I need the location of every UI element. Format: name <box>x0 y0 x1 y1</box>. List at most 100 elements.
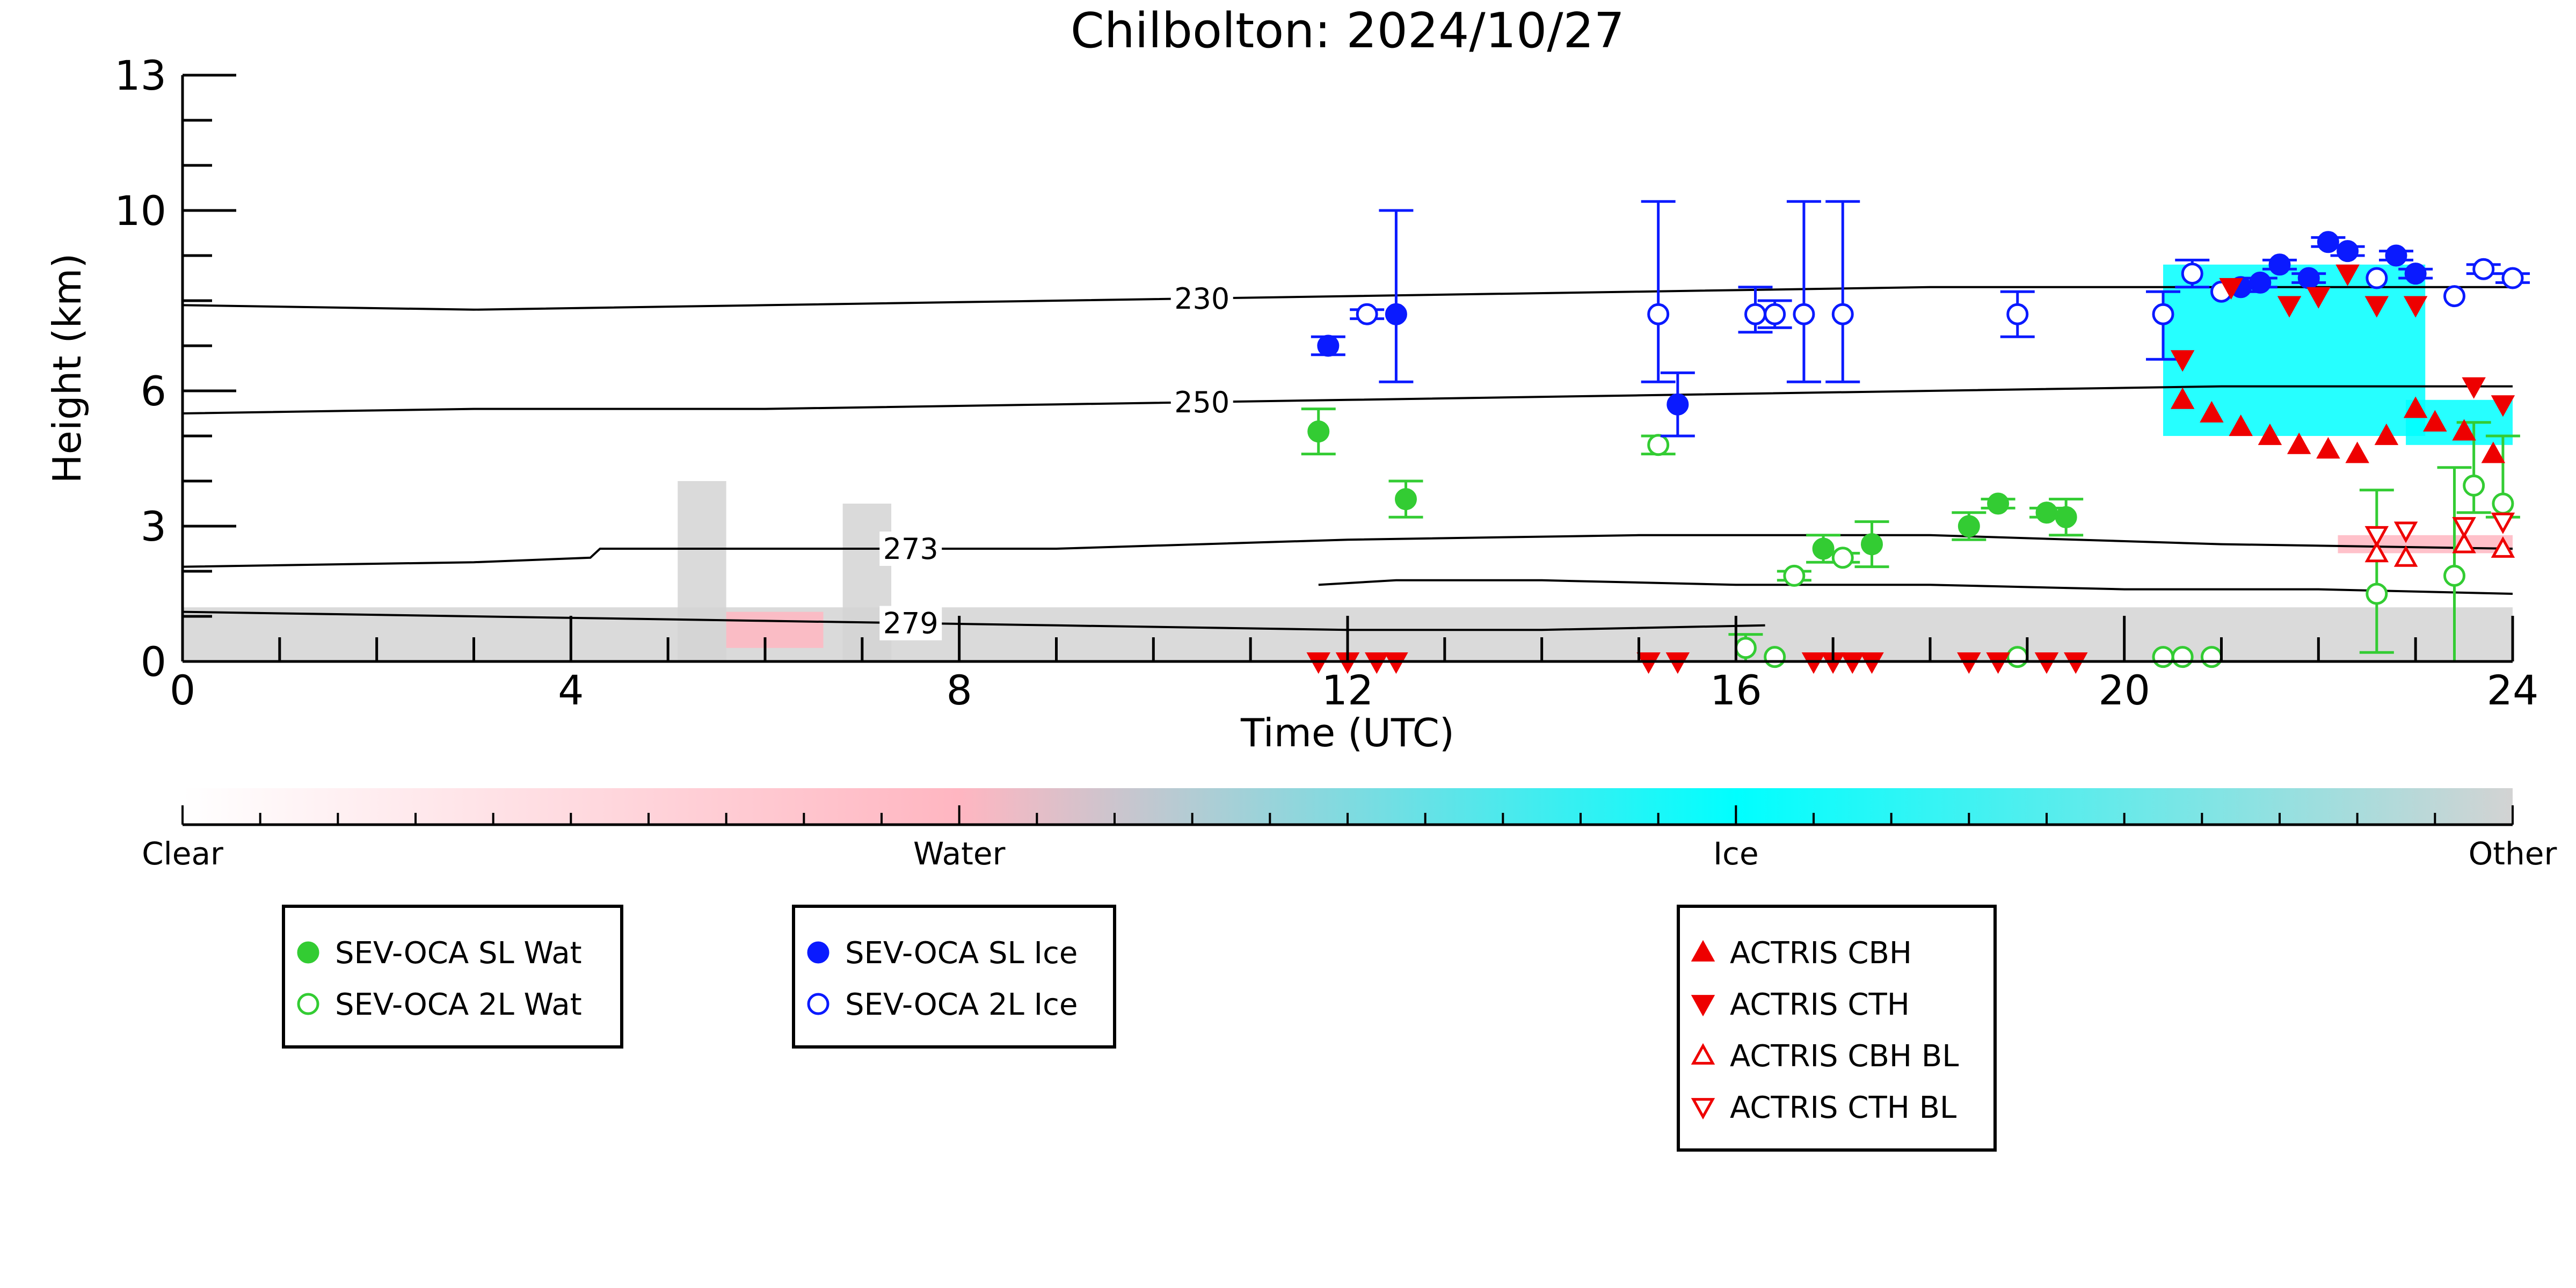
marker <box>2249 271 2272 294</box>
marker <box>807 993 829 1015</box>
marker <box>2491 512 2515 534</box>
marker <box>2170 350 2195 372</box>
legend-entry-label: SEV-OCA SL Wat <box>335 936 582 971</box>
retrieval-markers <box>1301 200 2530 674</box>
marker <box>2200 646 2223 668</box>
marker <box>1764 303 1786 325</box>
marker <box>2170 387 2195 409</box>
marker <box>1861 533 1883 556</box>
colorbar-label: Water <box>913 835 1006 872</box>
marker <box>2501 267 2524 289</box>
marker <box>2277 296 2302 318</box>
legend-box: SEV-OCA SL Wat SEV-OCA 2L Wat <box>282 905 623 1049</box>
contour-label: 279 <box>883 607 938 641</box>
legend-entry-label: ACTRIS CTH BL <box>1730 1090 1956 1125</box>
marker <box>2297 267 2320 289</box>
x-tick-label: 24 <box>2487 666 2539 714</box>
marker <box>1764 646 1786 668</box>
marker <box>1958 515 1980 537</box>
marker <box>2374 423 2399 445</box>
marker <box>2055 506 2077 528</box>
marker <box>2219 278 2243 300</box>
legend-box: ACTRIS CBH ACTRIS CTH ACTRIS CBH BL ACTRIS … <box>1677 905 1997 1152</box>
contour-label-bg <box>879 606 942 641</box>
marker <box>1734 637 1757 659</box>
temperature-contours: 230 250 273 279 <box>183 281 2513 641</box>
contour-label: 250 <box>1174 385 1229 419</box>
marker <box>2364 526 2389 548</box>
legend-entry-label: ACTRIS CBH BL <box>1730 1039 1959 1074</box>
legend-frame <box>1677 905 1997 1152</box>
marker <box>1317 334 1340 357</box>
y-axis-label: Height (km) <box>45 253 90 484</box>
marker <box>2452 419 2476 441</box>
marker <box>2335 264 2360 286</box>
x-tick-label: 16 <box>1710 666 1762 714</box>
marker <box>2152 646 2174 668</box>
cloud-region-other <box>678 481 726 661</box>
marker <box>1987 492 2010 515</box>
marker <box>2152 303 2174 325</box>
colorbar-label: Clear <box>142 835 223 872</box>
y-tick-label: 6 <box>141 367 166 415</box>
marker <box>2452 532 2476 554</box>
marker <box>1667 393 1689 416</box>
x-tick-label: 20 <box>2098 666 2150 714</box>
marker <box>2229 414 2253 436</box>
y-tick-label: 0 <box>141 638 166 686</box>
marker <box>2462 377 2486 399</box>
marker <box>1647 434 1670 456</box>
marker <box>2317 231 2339 253</box>
marker <box>1356 303 1378 325</box>
series-actris-cbh-bl <box>2364 532 2515 567</box>
marker <box>1385 303 1407 325</box>
x-tick-label: 12 <box>1322 666 1374 714</box>
marker <box>1691 995 1715 1017</box>
marker <box>1831 303 1854 325</box>
marker <box>297 941 319 964</box>
marker <box>297 993 319 1015</box>
cloud-region-water <box>726 612 824 648</box>
marker <box>2403 296 2428 318</box>
y-tick-label: 3 <box>141 503 166 550</box>
contour-line <box>183 385 2513 414</box>
marker <box>2035 501 2058 524</box>
series-sev-oca-2l-ice <box>1350 200 2530 383</box>
marker <box>1691 1098 1715 1120</box>
marker <box>2423 410 2447 432</box>
colorbar-label: Ice <box>1713 835 1759 872</box>
marker <box>1691 1043 1715 1065</box>
marker <box>2385 244 2407 267</box>
marker <box>2481 441 2506 463</box>
marker <box>2393 545 2418 567</box>
marker <box>1307 420 1330 443</box>
y-tick-label: 13 <box>114 52 166 99</box>
marker <box>2443 564 2465 587</box>
marker <box>2181 263 2203 285</box>
marker <box>2366 583 2388 605</box>
marker <box>2287 432 2311 454</box>
marker <box>2393 521 2418 543</box>
marker <box>1793 303 1815 325</box>
legend: SEV-OCA SL Wat SEV-OCA 2L Wat SEV-OCA SL I… <box>282 905 1997 1152</box>
marker <box>2452 517 2476 539</box>
x-axis-label: Time (UTC) <box>1240 710 1454 755</box>
cloud-region-water <box>2338 535 2513 554</box>
legend-box: SEV-OCA SL Ice SEV-OCA 2L Ice <box>792 905 1116 1049</box>
marker <box>2306 287 2331 309</box>
marker <box>1744 303 1766 325</box>
series-sev-oca-sl-ice <box>1311 209 2433 438</box>
marker <box>807 941 829 964</box>
legend-frame <box>282 905 623 1049</box>
marker <box>1647 303 1670 325</box>
marker <box>2472 258 2495 280</box>
contour-line <box>1318 579 2513 595</box>
marker <box>2443 285 2465 308</box>
contour-line <box>183 534 2513 568</box>
legend-entry-label: ACTRIS CTH <box>1730 987 1910 1022</box>
marker <box>2316 437 2340 459</box>
marker <box>2463 474 2485 497</box>
marker <box>2337 240 2359 263</box>
x-tick-label: 0 <box>170 666 195 714</box>
